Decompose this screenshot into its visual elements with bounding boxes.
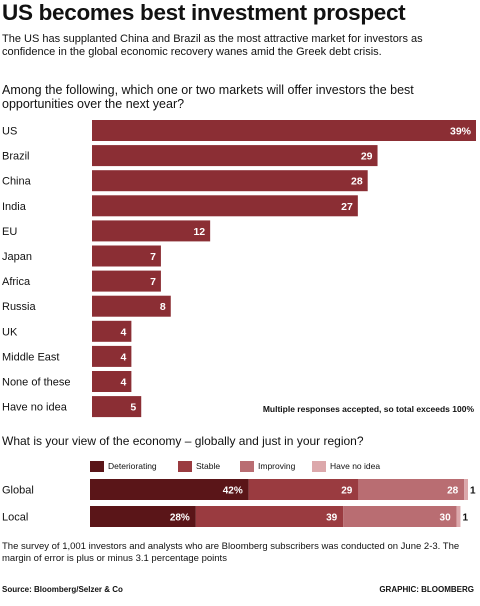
row-label-local: Local [2,512,28,524]
segment-label-local-improving: 30 [440,513,452,524]
bar-africa [92,270,161,292]
segment-label-local-stable: 39 [326,513,338,524]
bar-brazil [92,145,378,167]
value-label-africa: 7 [150,276,156,288]
chart-title: US becomes best investment prospect [2,0,406,25]
economy-legend: Deteriorating Stable Improving Have no idea [90,460,480,474]
segment-local-stable [195,506,344,527]
value-label-middle-east: 4 [121,351,127,363]
value-label-uk: 4 [121,326,127,338]
category-label-india: India [2,201,27,213]
value-label-india: 27 [341,201,353,213]
legend-label-improving: Improving [258,461,296,471]
segment-label-global-deteriorating: 42% [223,486,243,497]
survey-footnote: The survey of 1,001 investors and analys… [2,541,460,564]
value-label-us: 39% [450,126,472,138]
markets-question: Among the following, which one or two ma… [2,83,414,111]
legend-label-stable: Stable [196,461,221,471]
bar-china [92,170,368,192]
economy-stacked-bar-chart: Global 42% 29 28 1 Local 28% 39 30 1 [2,479,476,527]
segment-label-local-deteriorating: 28% [170,513,190,524]
segment-label-global-have-no-idea: 1 [470,486,476,497]
segment-local-deteriorating [90,506,196,527]
segment-local-improving [343,506,457,527]
legend-item-deteriorating: Deteriorating [90,460,157,472]
legend-item-have-no-idea: Have no idea [312,460,380,472]
segment-label-global-improving: 28 [447,486,459,497]
bar-eu [92,220,211,242]
value-label-russia: 8 [160,301,166,313]
value-label-china: 28 [351,176,363,188]
economy-question: What is your view of the economy – globa… [2,434,364,448]
segment-global-have-no-idea [464,479,468,500]
value-label-brazil: 29 [361,151,373,163]
row-label-global: Global [2,485,34,497]
legend-item-improving: Improving [240,460,295,472]
legend-swatch-have-no-idea [312,460,326,472]
value-label-have-no-idea: 5 [130,402,136,414]
legend-swatch-stable [178,460,192,472]
category-label-us: US [2,126,17,138]
markets-bar-chart: US 39% Brazil 29 China 28 India 27 EU 12 Japan 7 Afr… [2,120,476,418]
legend-label-have-no-idea: Have no idea [330,461,381,471]
multiple-responses-note: Multiple responses accepted, so total ex… [262,404,474,414]
segment-global-deteriorating [90,479,249,500]
legend-swatch-improving [240,460,254,472]
segment-local-have-no-idea [456,506,461,527]
segment-global-improving [358,479,465,500]
segment-label-global-stable: 29 [341,486,353,497]
source-credit: Source: Bloomberg/Selzer & Co [2,585,123,594]
bar-uk [92,320,132,342]
bar-have-no-idea [92,396,142,418]
category-label-china: China [2,176,32,188]
value-label-none-of-these: 4 [121,377,127,389]
category-label-eu: EU [2,226,17,238]
category-label-africa: Africa [2,276,31,288]
bar-japan [92,245,161,267]
category-label-none-of-these: None of these [2,377,71,389]
category-label-brazil: Brazil [2,151,30,163]
bar-russia [92,295,171,317]
segment-label-local-have-no-idea: 1 [462,513,468,524]
graphic-credit: GRAPHIC: BLOOMBERG [379,585,474,594]
value-label-japan: 7 [150,251,156,263]
bar-india [92,195,358,217]
legend-item-stable: Stable [178,460,220,472]
category-label-japan: Japan [2,251,32,263]
category-label-uk: UK [2,326,18,338]
segment-global-stable [248,479,359,500]
category-label-have-no-idea: Have no idea [2,402,68,414]
bar-us [92,120,476,141]
chart-subtitle: The US has supplanted China and Brazil a… [2,33,423,58]
bar-middle-east [92,345,132,367]
legend-label-deteriorating: Deteriorating [108,461,157,471]
category-label-russia: Russia [2,301,37,313]
value-label-eu: 12 [193,226,205,238]
legend-swatch-deteriorating [90,460,104,472]
bar-none-of-these [92,371,132,392]
category-label-middle-east: Middle East [2,351,59,363]
